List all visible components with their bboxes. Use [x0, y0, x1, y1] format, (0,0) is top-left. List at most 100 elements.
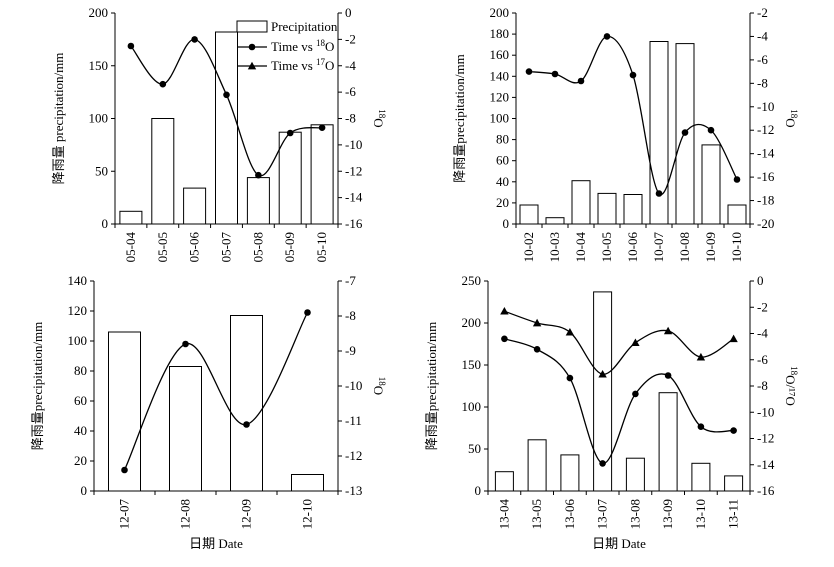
legend-label-suffix: O [325, 39, 334, 54]
o17-point [631, 338, 640, 347]
precipitation-bar [108, 331, 141, 492]
right-tick-label: -8 [757, 75, 768, 90]
o18-point [566, 374, 574, 382]
left-tick-label: 120 [490, 89, 510, 104]
left-tick-label: 50 [95, 163, 108, 178]
left-tick-label: 100 [89, 111, 109, 126]
left-tick-label: 200 [490, 5, 510, 20]
o18-point [159, 80, 167, 88]
legend-circle-marker [248, 43, 256, 51]
isotope-line-o18 [528, 35, 738, 196]
category-label: 05-09 [282, 232, 297, 262]
left-tick-label: 140 [490, 68, 510, 83]
o18-point [733, 176, 741, 183]
right-tick-label: -12 [757, 122, 774, 137]
o18-point [286, 129, 294, 137]
right-axis-title: 18O [371, 377, 387, 395]
right-tick-label: 0 [757, 273, 764, 288]
chart-panel-1: 0 50 100 150 200 0 -2 -4 -6 -8 -10 -12 -14 -16 05-04 05… [51, 5, 387, 262]
category-label: 10-07 [651, 232, 666, 263]
precipitation-bar [727, 204, 747, 225]
category-label: 13-11 [726, 499, 741, 529]
category-label: 05-08 [250, 232, 265, 262]
left-tick-label: 200 [89, 5, 109, 20]
right-tick-label: -20 [757, 216, 774, 231]
left-tick-label: 80 [74, 363, 87, 378]
category-label: 12-10 [300, 499, 315, 529]
category-label: 12-07 [117, 499, 132, 530]
left-tick-label: 0 [475, 483, 482, 498]
left-tick-label: 250 [462, 273, 482, 288]
o18-point [599, 460, 606, 467]
left-tick-label: 200 [462, 315, 482, 330]
category-label: 13-09 [660, 499, 675, 529]
isotope-line-o18 [504, 338, 734, 465]
left-tick-label: 60 [496, 153, 509, 168]
o18-point [533, 346, 541, 353]
precipitation-bar [215, 31, 238, 225]
left-tick-label: 120 [68, 303, 88, 318]
o18-point [182, 340, 189, 348]
precipitation-bar [625, 457, 645, 492]
right-tick-label: -16 [757, 483, 775, 498]
o18-point [632, 390, 639, 398]
isotope-line-o17 [504, 310, 734, 375]
left-tick-label: 100 [68, 333, 88, 348]
category-label: 13-07 [595, 499, 610, 530]
legend-bar-swatch [236, 20, 268, 33]
category-label: 05-05 [155, 232, 170, 262]
category-label: 10-04 [573, 232, 588, 263]
right-tick-label: 0 [345, 5, 352, 20]
right-axis-title-main: O/¹⁷O [783, 375, 798, 406]
precipitation-bar [691, 462, 711, 492]
o18-point [577, 77, 585, 85]
o18-point [697, 423, 705, 431]
o17-point [500, 307, 509, 315]
o18-point [525, 68, 533, 75]
o17-point [696, 352, 706, 361]
legend-label-sup: 18 [316, 38, 326, 48]
legend-label-sup: 17 [316, 57, 326, 67]
right-tick-label: -11 [345, 413, 362, 428]
right-axis-title-main: O [371, 118, 386, 127]
right-tick-label: -12 [345, 163, 362, 178]
left-tick-label: 100 [462, 399, 482, 414]
chart-panel-2: 0 20 40 60 80 100 120 140 160 180 200 -2 -4 -6 -8 -10 -1… [452, 5, 799, 262]
left-tick-label: 40 [74, 423, 87, 438]
category-label: 05-04 [123, 232, 138, 263]
left-tick-label: 0 [503, 216, 510, 231]
right-axis-title: 18O [783, 109, 799, 127]
right-tick-label: -10 [345, 378, 362, 393]
category-label: 10-10 [729, 232, 744, 262]
o18-point [664, 372, 672, 379]
right-tick-label: -12 [345, 448, 362, 463]
o18-point [127, 42, 135, 50]
precipitation-bar [494, 471, 514, 492]
o18-point [501, 335, 508, 343]
category-label: 13-08 [627, 499, 642, 529]
legend-label-suffix: O [325, 58, 334, 73]
precipitation-bar [151, 118, 175, 225]
left-tick-label: 60 [74, 393, 87, 408]
right-tick-label: -2 [757, 5, 768, 20]
o17-point [729, 334, 738, 343]
right-tick-label: -6 [345, 84, 356, 99]
right-axis-title-sup: 18 [789, 109, 799, 119]
right-tick-label: -10 [757, 99, 774, 114]
left-axis-title: 降雨量precipitation/mm [30, 322, 45, 451]
right-tick-label: -18 [757, 193, 774, 208]
left-tick-label: 160 [490, 47, 510, 62]
right-axis-title-sup: 18 [377, 109, 387, 119]
category-label: 05-07 [219, 232, 234, 263]
precipitation-bar [230, 315, 263, 492]
category-label: 13-05 [529, 499, 544, 529]
right-axis-title: 18O [371, 109, 387, 127]
legend-label-prefix: Time vs [271, 39, 316, 54]
right-tick-label: -13 [345, 483, 362, 498]
category-label: 05-10 [314, 232, 329, 262]
left-tick-label: 80 [496, 132, 509, 147]
chart-panel-4: 0 50 100 150 200 250 0 -2 -4 -6 -8 -10 -12 -14 -16 13-0… [424, 273, 799, 551]
left-tick-label: 150 [462, 357, 482, 372]
right-axis-title-sup: 18 [789, 366, 799, 376]
